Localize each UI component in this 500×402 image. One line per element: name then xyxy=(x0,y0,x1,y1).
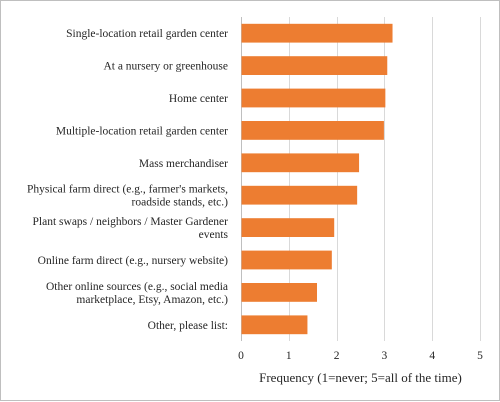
x-tick-label: 4 xyxy=(429,350,435,362)
bar xyxy=(241,218,335,237)
x-tick-label: 5 xyxy=(477,350,483,362)
category-label: Multiple-location retail garden center xyxy=(56,125,228,137)
category-label: Other, please list: xyxy=(148,320,228,332)
category-label: Online farm direct (e.g., nursery websit… xyxy=(38,255,228,267)
bar xyxy=(241,56,388,75)
bar xyxy=(241,153,360,173)
category-label: Other online sources (e.g., social media… xyxy=(46,281,228,306)
x-tick-label: 2 xyxy=(334,350,340,362)
category-label: Home center xyxy=(169,93,228,105)
bar xyxy=(241,185,358,205)
bars xyxy=(241,23,393,335)
bar xyxy=(241,315,308,335)
bar xyxy=(241,121,384,140)
category-label: Plant swaps / neighbors / Master Gardene… xyxy=(33,216,229,241)
x-tick-label: 1 xyxy=(286,350,292,362)
x-tick-label: 3 xyxy=(382,350,388,362)
x-tick-label: 0 xyxy=(238,350,244,362)
category-label: Mass merchandiser xyxy=(139,158,228,170)
bar xyxy=(241,88,386,108)
bar xyxy=(241,283,318,302)
bar xyxy=(241,23,393,43)
category-label: Physical farm direct (e.g., farmer's mar… xyxy=(27,184,228,209)
category-label: At a nursery or greenhouse xyxy=(103,61,228,73)
x-tick-labels: 0 1 2 3 4 5 xyxy=(238,350,483,362)
category-label: Single-location retail garden center xyxy=(66,28,228,40)
x-axis-title: Frequency (1=never; 5=all of the time) xyxy=(259,370,462,385)
bar xyxy=(241,250,332,270)
category-labels: Single-location retail garden center At a… xyxy=(27,28,229,332)
